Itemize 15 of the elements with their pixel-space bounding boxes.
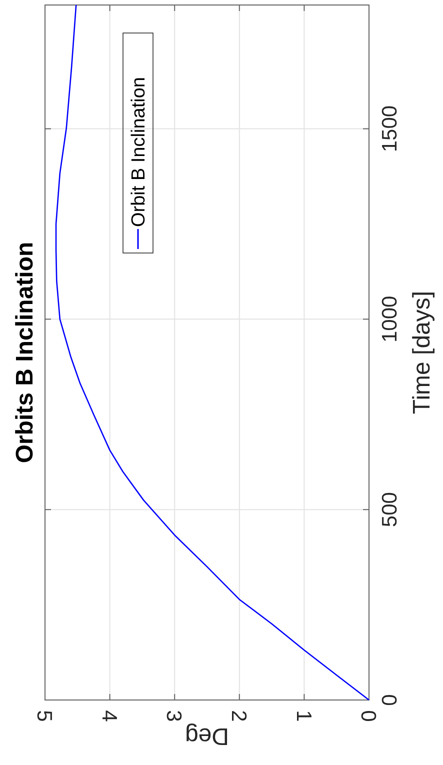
y-axis-title: Time [days] — [408, 290, 436, 414]
x-tick-label: 2 — [227, 710, 250, 722]
text: Orbit B Inclination — [128, 77, 150, 227]
y-tick-label: 500 — [378, 492, 402, 528]
x-tick-label: 1 — [292, 710, 315, 722]
x-tick-label: 4 — [97, 710, 120, 722]
text: Orbits B Inclination — [11, 242, 38, 464]
x-tick-label: 5 — [32, 710, 56, 722]
y-tick-label: 1000 — [378, 296, 402, 343]
y-tick-label: 0 — [378, 694, 402, 706]
x-tick-label: 3 — [162, 710, 186, 722]
line-series — [55, 4, 370, 701]
x-tick-label: 0 — [356, 710, 380, 722]
y-tick-label: 1500 — [378, 105, 402, 152]
x-axis-title: Deg — [184, 722, 230, 750]
